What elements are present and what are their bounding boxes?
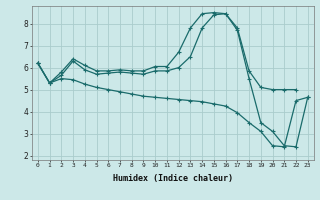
X-axis label: Humidex (Indice chaleur): Humidex (Indice chaleur) bbox=[113, 174, 233, 183]
